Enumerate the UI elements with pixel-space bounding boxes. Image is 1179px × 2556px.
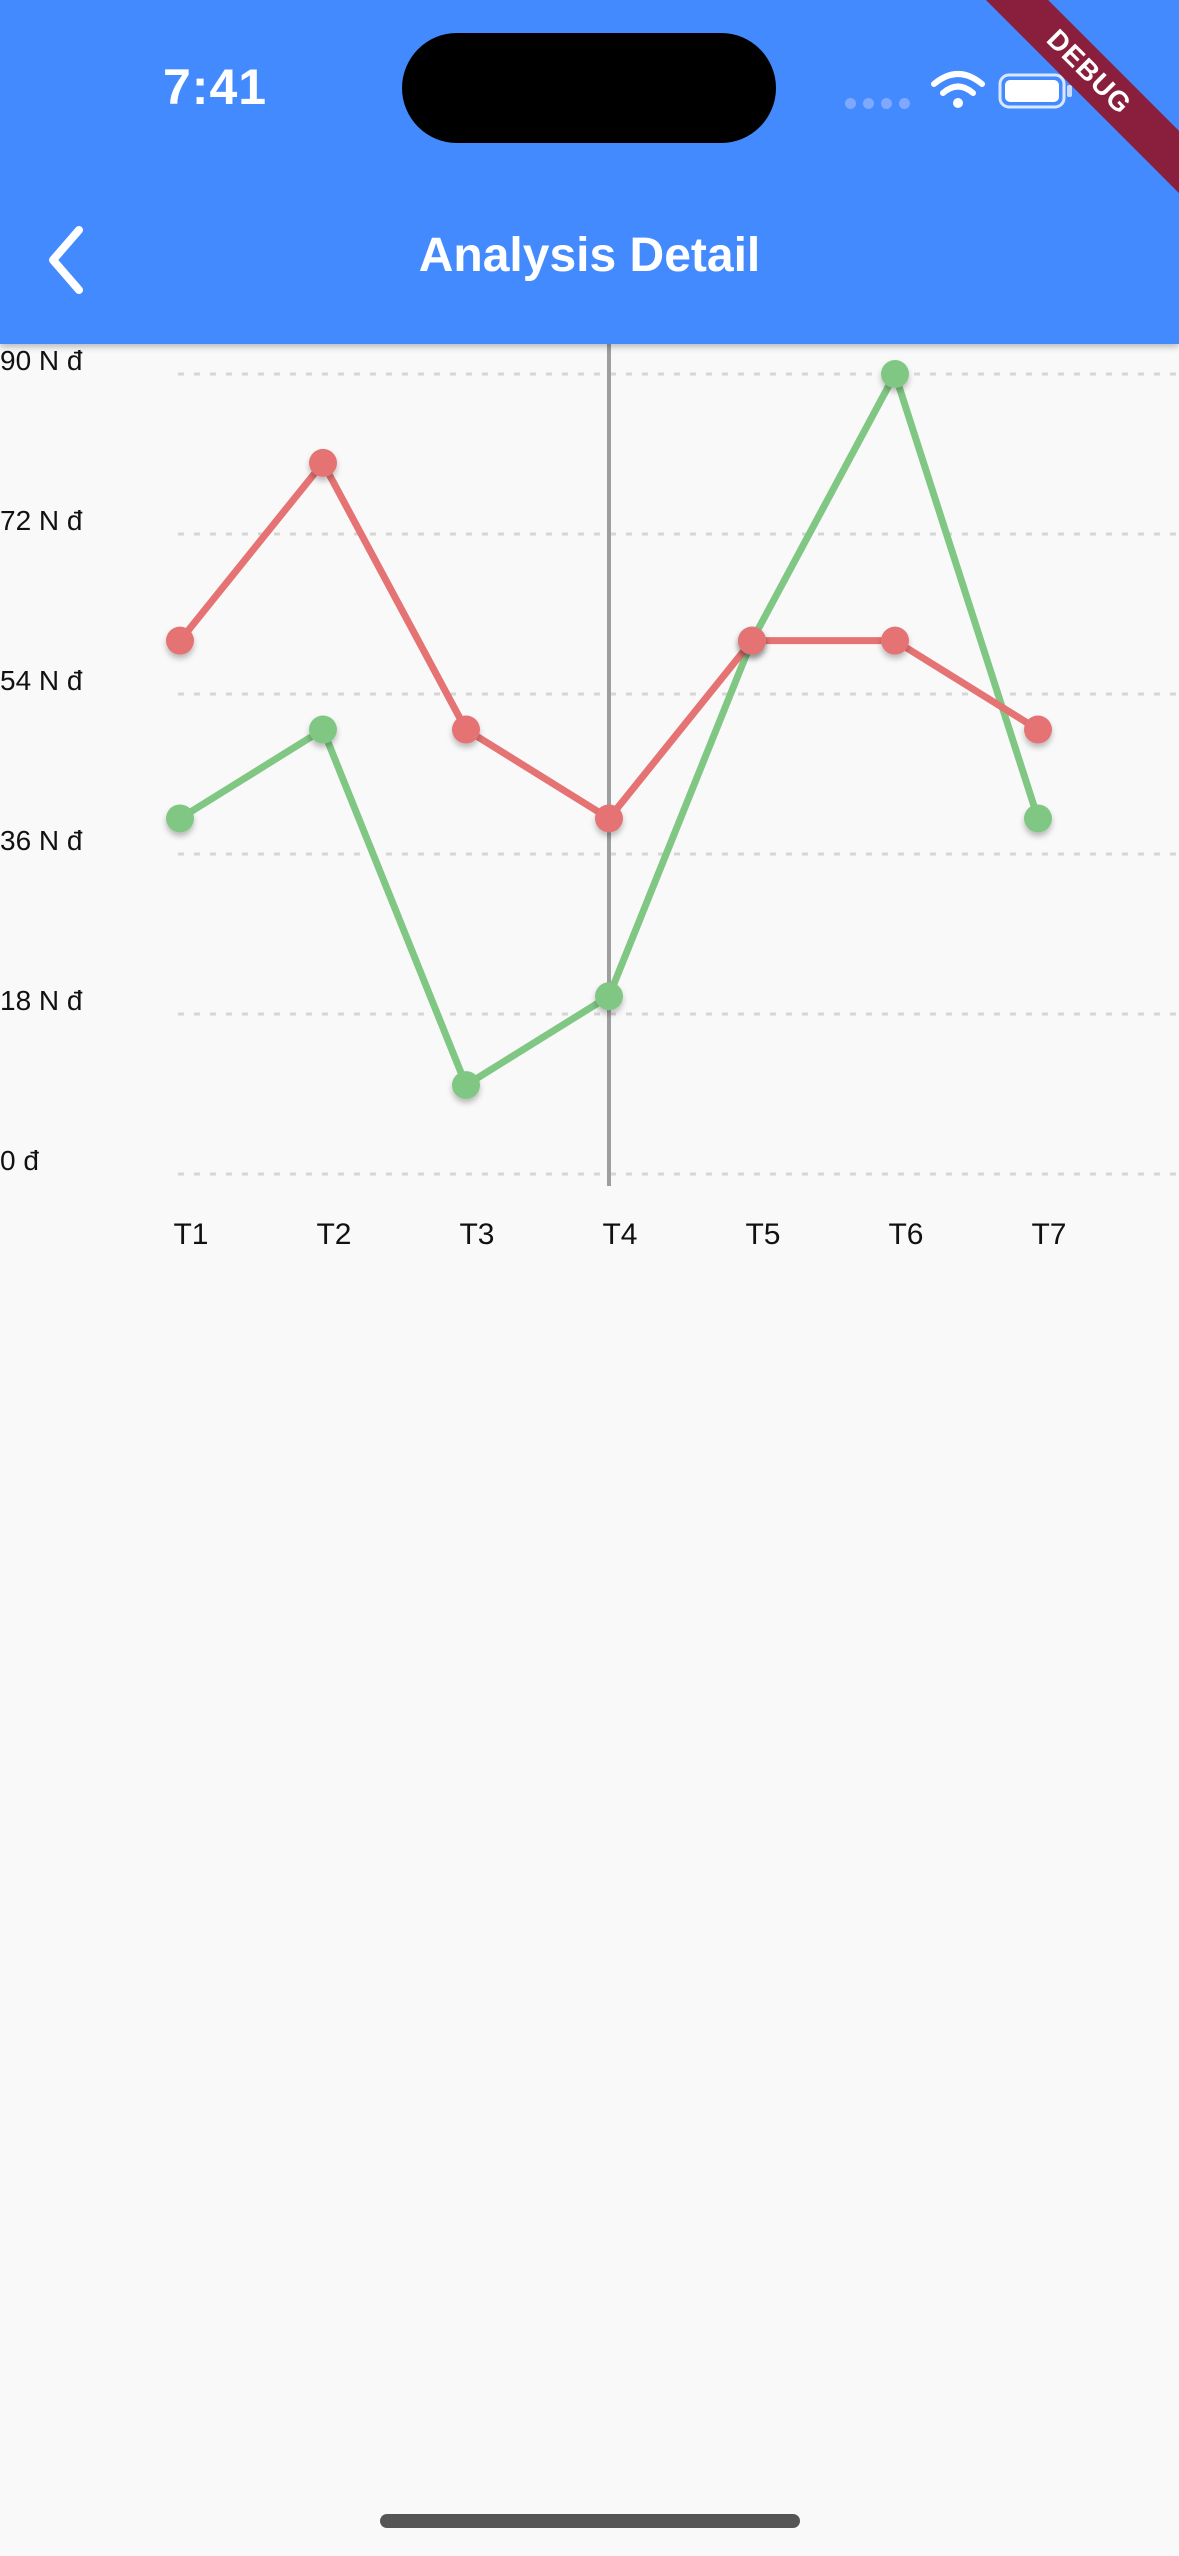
data-point [881, 626, 909, 655]
data-point [309, 715, 337, 744]
data-point [738, 626, 766, 655]
data-point [452, 715, 480, 744]
x-tick-label: T7 [1031, 1218, 1066, 1251]
status-time: 7:41 [163, 59, 268, 115]
y-tick-label: 90 N đ [0, 345, 83, 376]
page-title: Analysis Detail [418, 229, 761, 282]
battery-icon [998, 73, 1072, 109]
wifi-icon [931, 71, 985, 108]
cellular-signal-icon [845, 98, 910, 109]
x-tick-label: T2 [316, 1218, 351, 1251]
x-tick-label: T4 [602, 1218, 637, 1251]
y-tick-label: 72 N đ [0, 505, 83, 536]
x-tick-label: T3 [459, 1218, 494, 1251]
status-icons [845, 70, 1075, 110]
dynamic-island [402, 33, 776, 143]
home-indicator [380, 2514, 800, 2528]
x-tick-label: T1 [173, 1218, 208, 1251]
back-button[interactable] [35, 220, 105, 300]
x-tick-label: T5 [745, 1218, 780, 1251]
data-point [881, 360, 909, 388]
data-point [452, 1071, 480, 1100]
data-point [1024, 804, 1052, 833]
line-chart[interactable]: 0 đ 18 N đ 36 N đ 54 N đ 72 N đ 90 N đ T1 T2 T3 T… [0, 344, 1179, 1274]
data-point [166, 626, 194, 655]
data-point [166, 804, 194, 833]
data-point [595, 804, 623, 833]
y-tick-label: 0 đ [0, 1145, 39, 1176]
app-bar: 7:41 Analysis Detail [0, 0, 1179, 344]
y-tick-label: 54 N đ [0, 665, 83, 696]
data-point [309, 448, 337, 477]
chevron-left-icon [49, 226, 83, 294]
data-point [595, 982, 623, 1011]
data-point [1024, 715, 1052, 744]
y-tick-label: 36 N đ [0, 825, 83, 856]
x-tick-label: T6 [888, 1218, 923, 1251]
y-tick-label: 18 N đ [0, 985, 83, 1016]
